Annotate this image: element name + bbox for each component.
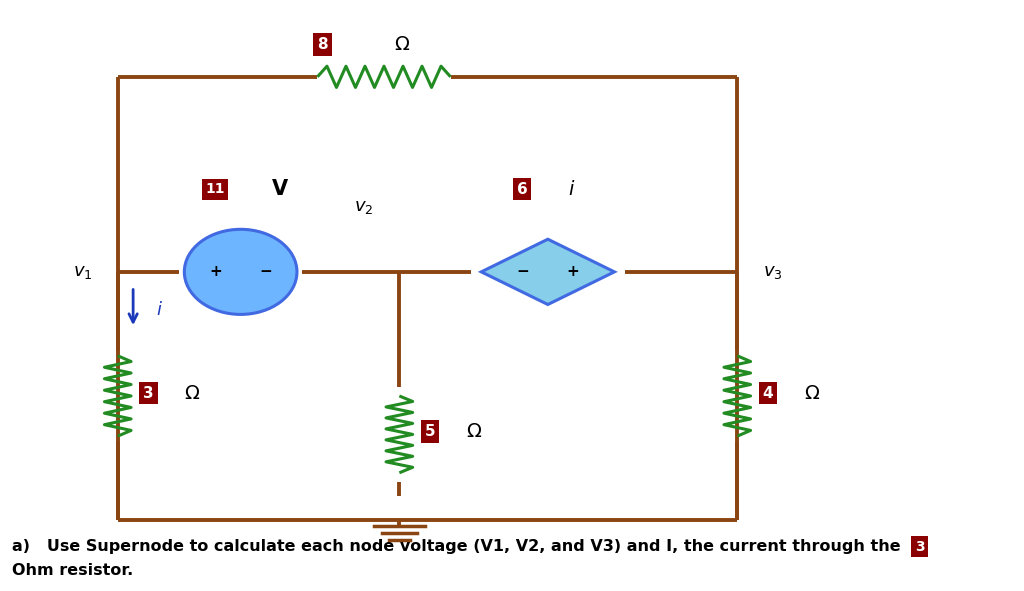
Text: $\mathbf{V}$: $\mathbf{V}$ (271, 179, 290, 199)
Text: $i$: $i$ (156, 301, 163, 319)
Ellipse shape (184, 229, 297, 314)
Text: $\Omega$: $\Omega$ (184, 384, 201, 402)
Text: a)   Use Supernode to calculate each node voltage (V1, V2, and V3) and I, the cu: a) Use Supernode to calculate each node … (12, 539, 901, 554)
Text: 6: 6 (517, 181, 527, 197)
Text: 5: 5 (425, 424, 435, 439)
Text: 11: 11 (205, 182, 225, 196)
Text: 3: 3 (143, 385, 154, 401)
Text: 3: 3 (914, 540, 925, 554)
Text: −: − (260, 264, 272, 280)
Text: 4: 4 (763, 385, 773, 401)
Text: $v_2$: $v_2$ (354, 198, 374, 216)
Text: $\Omega$: $\Omega$ (394, 35, 411, 54)
Text: 8: 8 (317, 37, 328, 52)
Text: −: − (516, 264, 529, 280)
Text: $v_1$: $v_1$ (73, 263, 92, 281)
Text: +: + (209, 264, 221, 280)
Polygon shape (481, 239, 614, 304)
Text: $i$: $i$ (568, 180, 575, 199)
Text: $v_3$: $v_3$ (763, 263, 782, 281)
Text: $\Omega$: $\Omega$ (466, 422, 482, 441)
Text: $\Omega$: $\Omega$ (804, 384, 820, 402)
Text: Ohm resistor.: Ohm resistor. (12, 563, 133, 578)
Text: +: + (566, 264, 580, 280)
